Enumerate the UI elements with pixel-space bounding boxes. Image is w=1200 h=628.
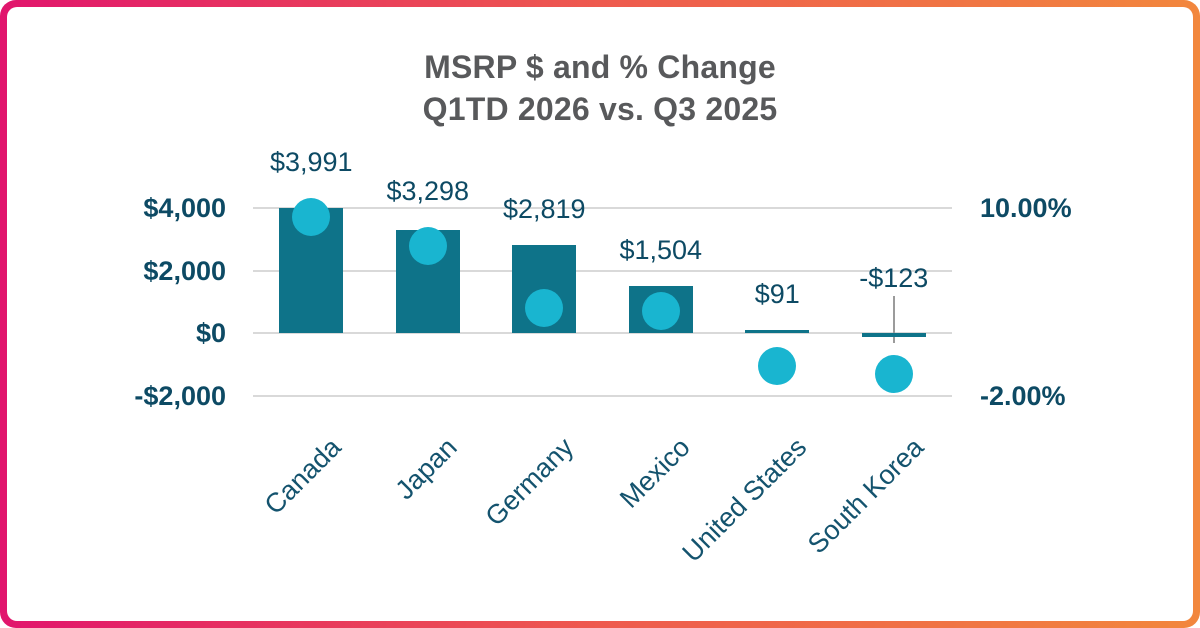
category-label-canada: Canada [258, 432, 347, 521]
left-axis-tick-1: $2,000 [143, 255, 226, 286]
dot-mexico[interactable] [641, 292, 680, 331]
dot-germany[interactable] [525, 289, 564, 327]
value-label-united-states: $91 [754, 279, 800, 310]
left-axis-tick-2: $0 [195, 318, 226, 348]
leader-line-south-korea [892, 296, 895, 343]
dot-canada[interactable] [292, 198, 331, 237]
left-axis-tick-3: -$2,000 [134, 380, 226, 411]
category-label-japan: Japan [389, 432, 463, 506]
chart-card: MSRP $ and % Change Q1TD 2026 vs. Q3 202… [7, 7, 1193, 621]
value-label-canada: $3,991 [269, 147, 353, 178]
gridline-2 [253, 332, 952, 334]
gridline-0 [253, 207, 952, 209]
left-axis-tick-0: $4,000 [143, 193, 226, 223]
right-axis-tick-0: 10.00% [980, 193, 1072, 223]
value-label-germany: $2,819 [502, 193, 586, 224]
gridline-3 [253, 394, 952, 397]
category-label-mexico: Mexico [614, 432, 696, 514]
value-label-mexico: $1,504 [619, 235, 703, 265]
category-label-united-states: United States [676, 432, 813, 568]
dot-south-korea[interactable] [874, 354, 913, 393]
category-label-germany: Germany [479, 432, 580, 532]
bar-united-states[interactable] [745, 330, 810, 334]
value-label-south-korea: -$123 [859, 263, 929, 293]
dot-united-states[interactable] [758, 346, 797, 385]
category-label-south-korea: South Korea [801, 432, 929, 560]
chart-title-line2: Q1TD 2026 vs. Q3 2025 [422, 91, 778, 127]
chart-title: MSRP $ and % Change Q1TD 2026 vs. Q3 202… [0, 46, 1200, 130]
right-axis-tick-1: -2.00% [980, 380, 1066, 411]
value-label-japan: $3,298 [386, 175, 470, 206]
bar-south-korea[interactable] [861, 333, 926, 337]
gridline-1 [253, 269, 952, 272]
chart-title-line1: MSRP $ and % Change [424, 49, 776, 85]
dot-japan[interactable] [408, 226, 447, 265]
